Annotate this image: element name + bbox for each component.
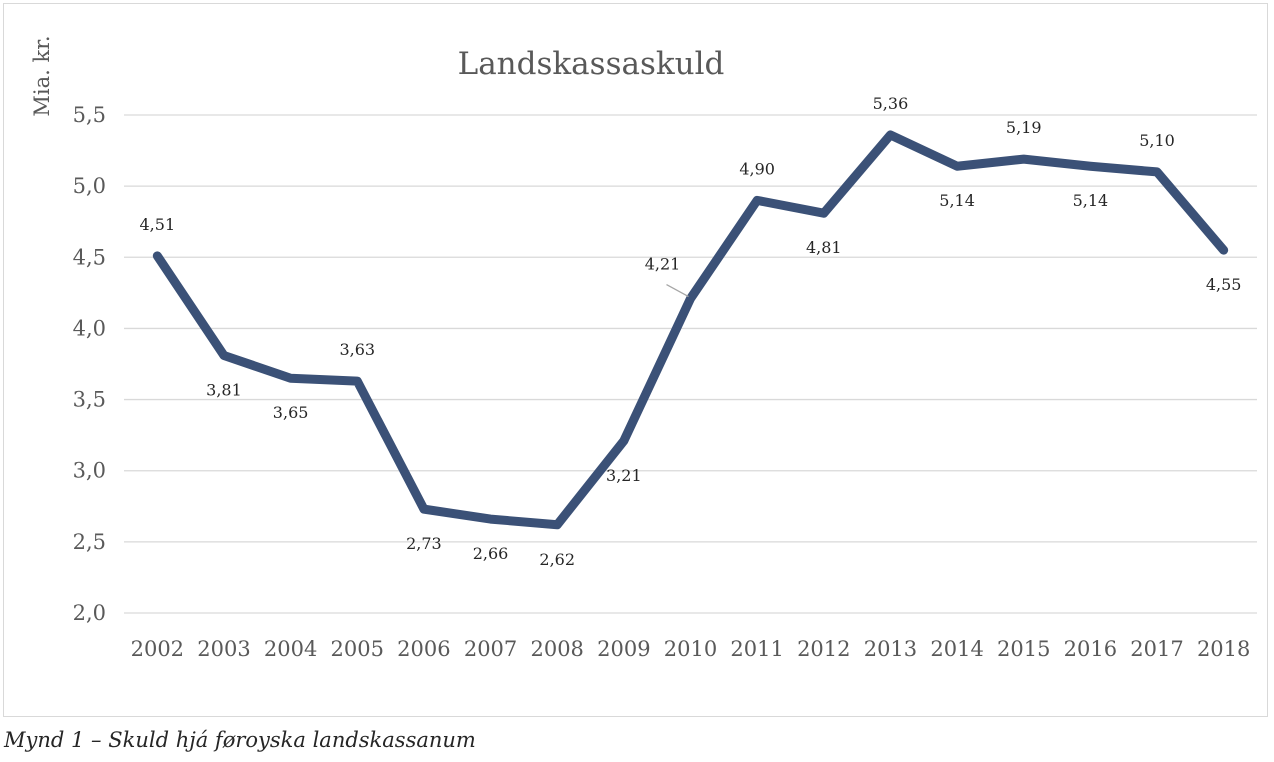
data-label-leader	[666, 283, 689, 298]
y-axis-label: Mia. kr.	[30, 35, 54, 116]
data-label: 4,51	[140, 215, 176, 234]
data-label: 2,66	[473, 544, 509, 563]
x-tick-label: 2012	[797, 637, 850, 661]
data-label: 2,73	[406, 534, 442, 553]
data-label: 5,36	[873, 94, 909, 113]
series-line	[152, 130, 1229, 530]
data-label: 2,62	[539, 550, 575, 569]
data-label: 5,10	[1139, 131, 1175, 150]
y-tick-label: 3,0	[73, 459, 106, 483]
data-labels: 4,51 3,81 3,65 3,63 2,73 2,66 2,62 3,21 4,21 4,90…	[140, 94, 1242, 569]
gridlines	[124, 114, 1257, 614]
x-axis-ticks: 2002 2003 2004 2005 2006 2007 2008 2009 2010 2011…	[131, 637, 1251, 661]
data-label: 5,14	[939, 191, 975, 210]
chart-title: Landskassaskuld	[458, 46, 725, 82]
x-tick-label: 2008	[530, 637, 583, 661]
series-layer	[152, 130, 1229, 530]
data-label: 5,19	[1006, 118, 1042, 137]
x-tick-label: 2010	[664, 637, 717, 661]
y-tick-label: 2,0	[73, 601, 106, 625]
data-label: 3,81	[206, 380, 242, 399]
data-label: 4,90	[739, 159, 775, 178]
x-tick-label: 2005	[331, 637, 384, 661]
data-label: 3,21	[606, 466, 642, 485]
data-label: 4,55	[1206, 275, 1242, 294]
x-tick-label: 2004	[264, 637, 317, 661]
y-tick-label: 5,0	[73, 174, 106, 198]
data-label: 4,81	[806, 238, 842, 257]
figure-caption: Mynd 1 – Skuld hjá føroyska landskassanu…	[4, 728, 476, 752]
x-tick-label: 2014	[930, 637, 983, 661]
chart-frame: 2,0 2,5 3,0 3,5 4,0 4,5 5,0 5,5 2002 2003 2004 200…	[3, 3, 1268, 717]
x-tick-label: 2003	[197, 637, 250, 661]
data-label: 3,63	[339, 340, 375, 359]
x-tick-label: 2009	[597, 637, 650, 661]
x-tick-label: 2006	[397, 637, 450, 661]
x-tick-label: 2018	[1197, 637, 1250, 661]
y-tick-label: 3,5	[73, 388, 106, 412]
data-label: 4,21	[645, 255, 681, 274]
x-tick-label: 2007	[464, 637, 517, 661]
data-label: 3,65	[273, 403, 309, 422]
x-tick-label: 2011	[730, 637, 783, 661]
x-tick-label: 2002	[131, 637, 184, 661]
y-tick-label: 2,5	[73, 530, 106, 554]
y-tick-label: 4,0	[73, 316, 106, 340]
y-tick-label: 4,5	[73, 245, 106, 269]
x-tick-label: 2015	[997, 637, 1050, 661]
y-axis-ticks: 2,0 2,5 3,0 3,5 4,0 4,5 5,0 5,5	[73, 103, 106, 625]
x-tick-label: 2016	[1064, 637, 1117, 661]
y-tick-label: 5,5	[73, 103, 106, 127]
data-label: 5,14	[1073, 191, 1109, 210]
line-chart: 2,02,53,03,54,04,55,05,5 2002 2003 2004 200…	[30, 35, 1257, 661]
x-tick-label: 2013	[864, 637, 917, 661]
x-tick-label: 2017	[1130, 637, 1183, 661]
